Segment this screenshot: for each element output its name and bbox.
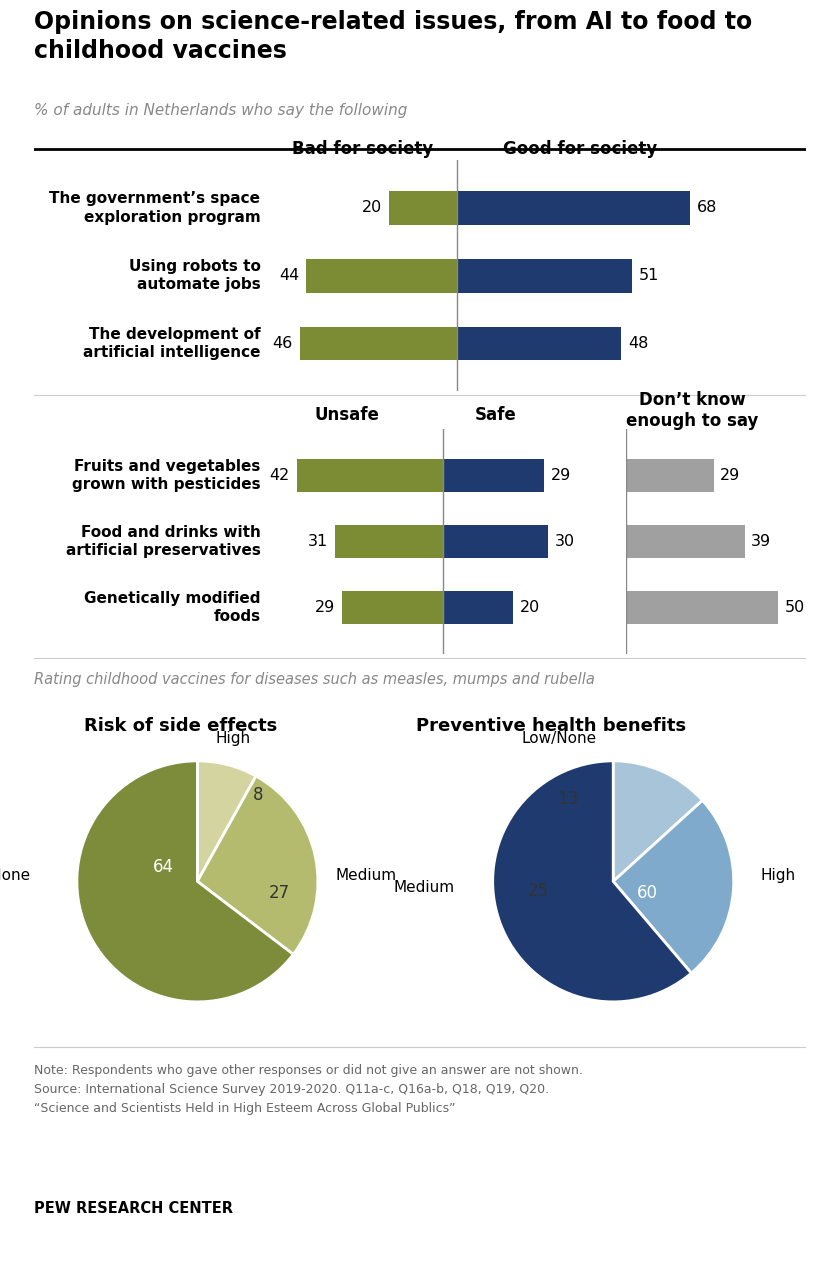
Bar [457,191,690,224]
Text: 8: 8 [252,786,263,804]
Text: 30: 30 [554,535,575,549]
Text: 39: 39 [751,535,771,549]
Bar [307,259,457,292]
Text: Medium: Medium [393,879,454,895]
Text: 60: 60 [637,885,658,903]
Text: High: High [760,868,795,883]
Text: % of adults in Netherlands who say the following: % of adults in Netherlands who say the f… [34,103,407,118]
Text: PEW RESEARCH CENTER: PEW RESEARCH CENTER [34,1201,233,1217]
Wedge shape [613,800,733,973]
Bar [457,259,632,292]
Text: 29: 29 [315,600,335,615]
Text: 64: 64 [153,858,174,876]
Text: Opinions on science-related issues, from AI to food to
childhood vaccines: Opinions on science-related issues, from… [34,10,752,63]
Text: Fruits and vegetables
grown with pesticides: Fruits and vegetables grown with pestici… [71,459,260,492]
Text: Food and drinks with
artificial preservatives: Food and drinks with artificial preserva… [66,524,260,559]
Text: Unsafe: Unsafe [315,406,380,424]
Text: 25: 25 [528,882,549,900]
Text: 20: 20 [520,600,540,615]
Text: 42: 42 [270,468,290,483]
Bar [335,526,443,558]
Bar [443,591,512,624]
Text: 29: 29 [551,468,571,483]
Text: The development of
artificial intelligence: The development of artificial intelligen… [83,327,260,360]
Wedge shape [613,760,702,882]
Text: Rating childhood vaccines for diseases such as measles, mumps and rubella: Rating childhood vaccines for diseases s… [34,672,595,687]
Text: Risk of side effects: Risk of side effects [84,717,277,735]
Text: 29: 29 [721,468,741,483]
Text: Low/None: Low/None [522,732,596,746]
Bar [342,591,443,624]
Text: High: High [216,732,251,746]
Text: 31: 31 [307,535,328,549]
Text: Note: Respondents who gave other responses or did not give an answer are not sho: Note: Respondents who gave other respons… [34,1064,582,1115]
Text: 51: 51 [638,268,659,283]
Text: Preventive health benefits: Preventive health benefits [417,717,686,735]
Wedge shape [197,776,318,954]
Text: 27: 27 [269,885,290,903]
Text: 68: 68 [696,200,717,215]
Text: Bad for society: Bad for society [292,140,433,158]
Text: 46: 46 [272,336,293,351]
Text: 48: 48 [628,336,648,351]
Bar [457,327,622,360]
Bar [626,526,745,558]
Wedge shape [197,760,256,882]
Text: Genetically modified
foods: Genetically modified foods [84,591,260,624]
Bar [626,459,714,492]
Text: 44: 44 [280,268,300,283]
Bar [297,459,443,492]
Text: Medium: Medium [336,868,397,883]
Wedge shape [77,760,293,1001]
Text: Safe: Safe [475,406,517,424]
Wedge shape [493,760,691,1001]
Bar [300,327,457,360]
Bar [443,459,544,492]
Text: 50: 50 [785,600,805,615]
Text: Good for society: Good for society [503,140,658,158]
Text: 13: 13 [557,791,578,809]
Text: 20: 20 [361,200,381,215]
Bar [389,191,457,224]
Text: Low/None: Low/None [0,868,31,883]
Bar [626,591,778,624]
Text: Using robots to
automate jobs: Using robots to automate jobs [129,259,260,292]
Text: The government’s space
exploration program: The government’s space exploration progr… [50,191,260,224]
Bar [443,526,548,558]
Text: Don’t know
enough to say: Don’t know enough to say [626,391,759,429]
